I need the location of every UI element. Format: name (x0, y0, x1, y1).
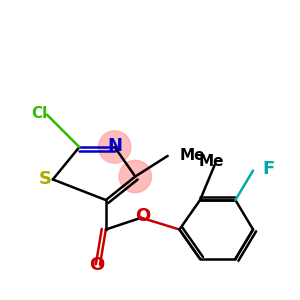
Text: O: O (135, 207, 150, 225)
Text: S: S (39, 170, 52, 188)
Circle shape (98, 131, 131, 163)
Text: Cl: Cl (32, 106, 48, 121)
Circle shape (119, 160, 152, 193)
Text: O: O (89, 256, 105, 274)
Text: Me: Me (199, 154, 225, 169)
Text: Me: Me (179, 148, 205, 164)
Text: N: N (107, 136, 122, 154)
Text: F: F (262, 160, 274, 178)
